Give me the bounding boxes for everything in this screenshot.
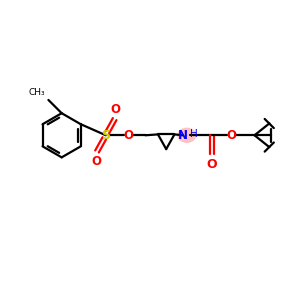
Text: N: N xyxy=(177,129,188,142)
Text: O: O xyxy=(123,129,133,142)
Text: O: O xyxy=(110,103,121,116)
Text: O: O xyxy=(226,129,236,142)
Ellipse shape xyxy=(177,128,196,143)
Text: O: O xyxy=(206,158,217,171)
Text: H: H xyxy=(190,129,197,139)
Text: O: O xyxy=(91,155,101,168)
Text: S: S xyxy=(101,129,110,142)
Text: CH₃: CH₃ xyxy=(29,88,46,97)
